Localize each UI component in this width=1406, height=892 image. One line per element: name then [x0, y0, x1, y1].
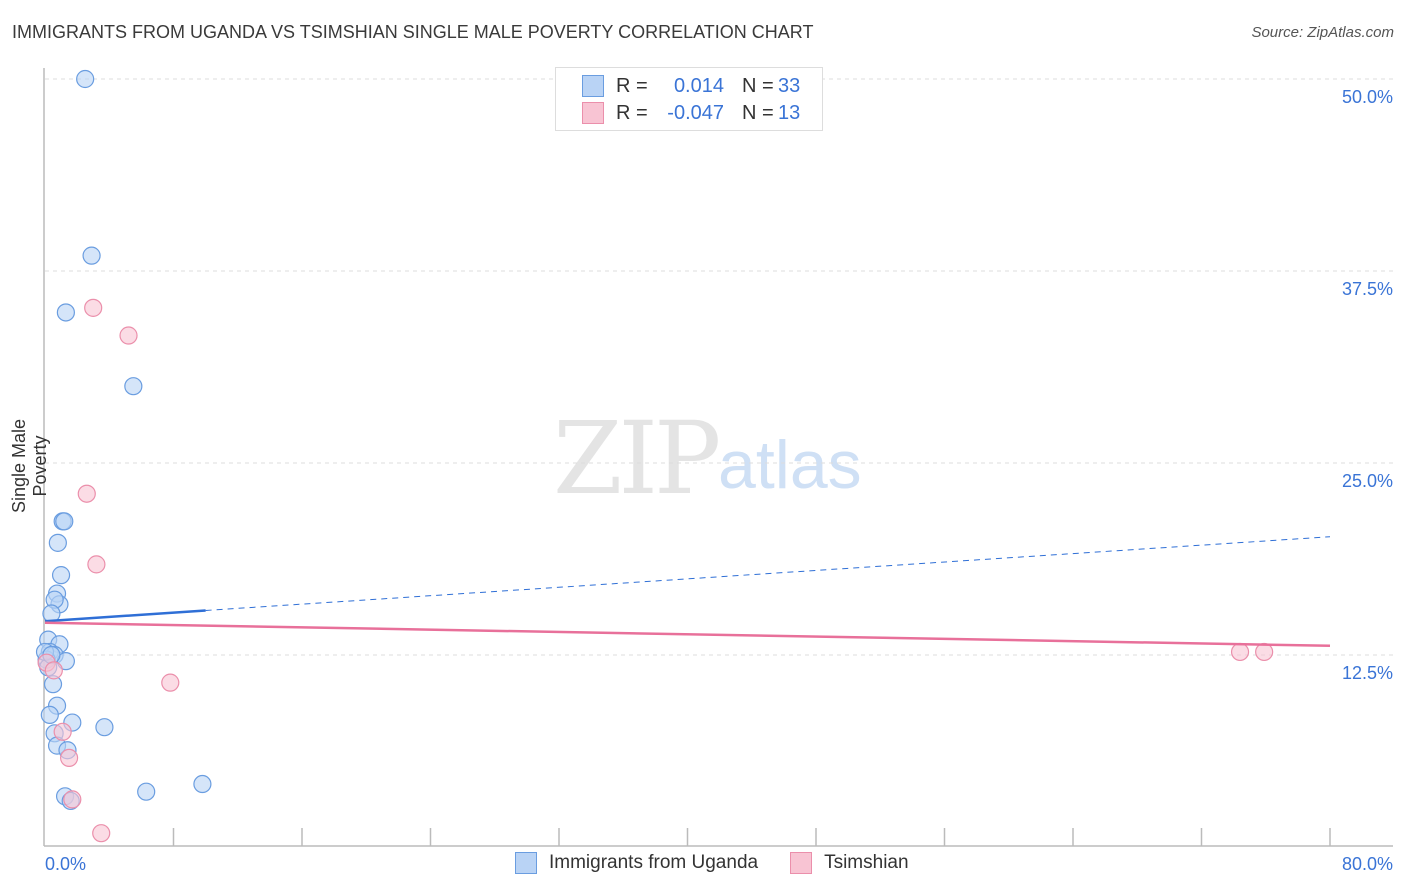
point-uganda [40, 705, 59, 725]
legend-row-uganda: R = 0.014 N = 33 [582, 74, 800, 98]
legend-swatch-tsimshian [582, 102, 604, 124]
trend-line-uganda [44, 609, 206, 623]
stats-legend: R = 0.014 N = 33 R = -0.047 N = 13 [555, 67, 823, 131]
y-tick-label: 25.0% [1342, 471, 1393, 491]
point-tsimshian [77, 484, 96, 503]
watermark-atlas: atlas [718, 427, 862, 503]
r-value-tsimshian: -0.047 [667, 101, 724, 124]
r-value-uganda: 0.014 [673, 74, 724, 97]
legend-item-uganda: Immigrants from Uganda [515, 852, 758, 874]
x-tick-label: 80.0% [1342, 854, 1393, 874]
point-tsimshian [44, 661, 63, 680]
y-tick-label: 12.5% [1342, 663, 1393, 683]
point-uganda [76, 69, 95, 89]
legend-swatch-uganda [515, 852, 537, 874]
series-legend: Immigrants from Uganda Tsimshian [515, 852, 941, 874]
point-uganda [56, 303, 75, 322]
point-tsimshian [119, 326, 138, 345]
legend-item-tsimshian: Tsimshian [790, 852, 909, 874]
n-value-tsimshian: 13 [778, 101, 801, 124]
y-tick-label: 50.0% [1342, 87, 1393, 107]
point-tsimshian [63, 790, 82, 809]
legend-label-tsimshian: Tsimshian [824, 852, 909, 873]
legend-label-uganda: Immigrants from Uganda [549, 852, 759, 873]
point-uganda [55, 512, 74, 531]
point-tsimshian [59, 748, 79, 768]
n-value-uganda: 33 [778, 74, 801, 97]
y-tick-label: 37.5% [1342, 279, 1393, 299]
r-label: R = [616, 74, 648, 97]
trend-line-tsimshian [44, 621, 1331, 648]
legend-swatch-uganda [582, 75, 604, 97]
point-uganda [95, 718, 114, 737]
point-uganda [82, 246, 101, 265]
n-label: N = [742, 74, 774, 97]
chart-title: IMMIGRANTS FROM UGANDA VS TSIMSHIAN SING… [12, 22, 814, 42]
point-tsimshian [84, 298, 103, 317]
point-tsimshian [1230, 642, 1250, 662]
n-label: N = [742, 101, 774, 124]
point-tsimshian [53, 722, 72, 741]
point-tsimshian [92, 824, 111, 843]
point-uganda [193, 774, 212, 794]
point-tsimshian [87, 555, 106, 574]
point-uganda [124, 377, 143, 396]
point-tsimshian [161, 673, 180, 692]
point-uganda [51, 566, 71, 585]
trend-line-uganda-dashed [205, 536, 1331, 611]
legend-row-tsimshian: R = -0.047 N = 13 [582, 101, 800, 125]
point-tsimshian [1255, 642, 1274, 662]
chart-source: Source: ZipAtlas.com [1251, 24, 1394, 41]
legend-swatch-tsimshian [790, 852, 813, 874]
r-label: R = [616, 101, 648, 124]
watermark-zip: ZIP [553, 400, 721, 517]
x-tick-label: 0.0% [45, 854, 86, 874]
point-uganda [48, 533, 67, 552]
y-axis-label: Single Male Poverty [9, 418, 50, 514]
point-uganda [137, 782, 156, 801]
